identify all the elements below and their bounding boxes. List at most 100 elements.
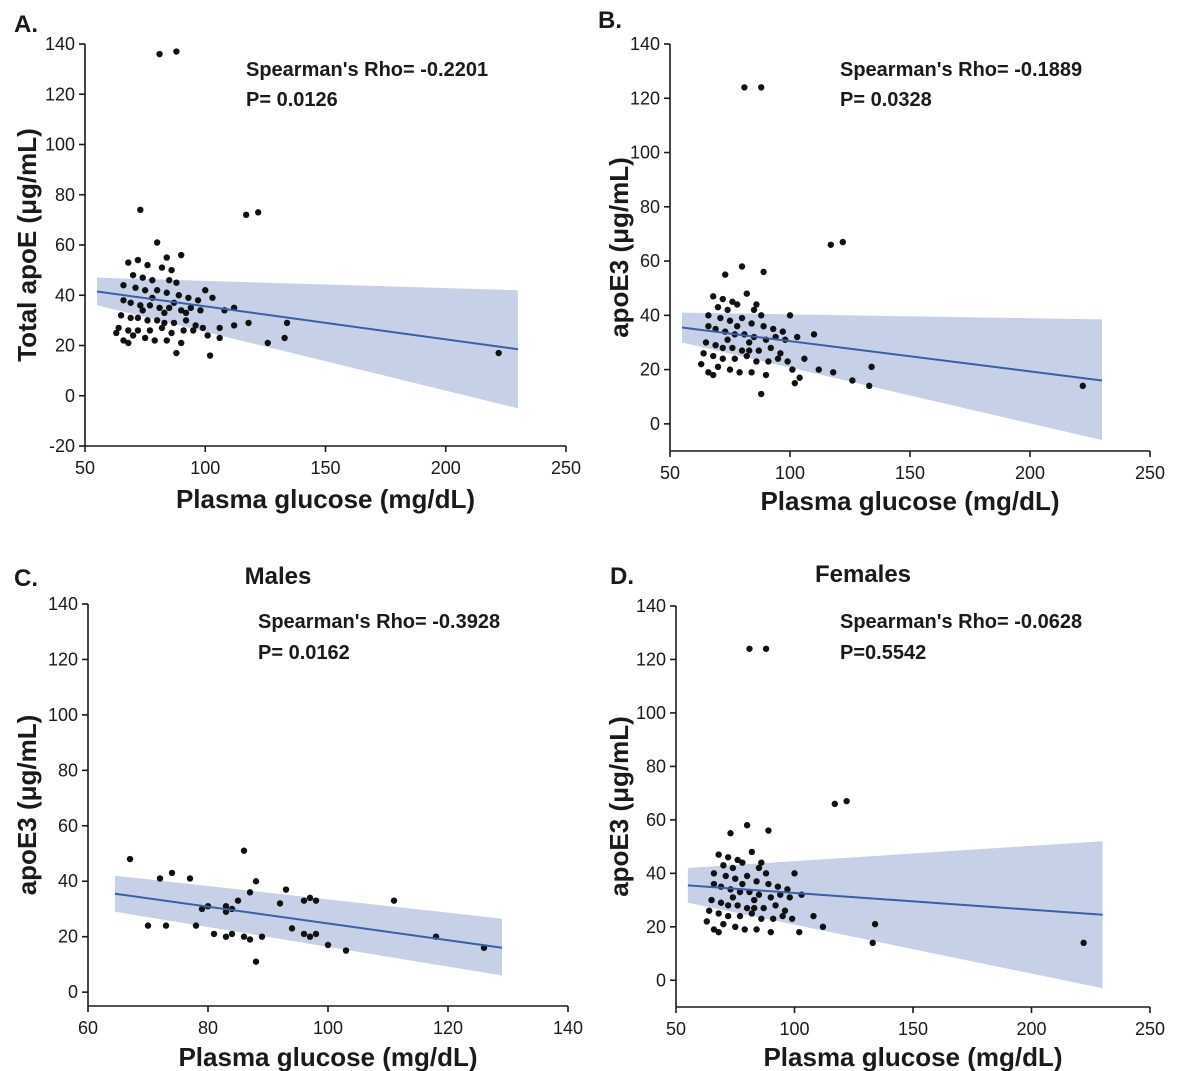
data-point (774, 355, 782, 362)
data-point (254, 209, 262, 216)
data-point (717, 899, 725, 906)
data-point (288, 925, 296, 932)
data-point (729, 298, 736, 305)
data-point (141, 334, 149, 342)
data-point (252, 878, 260, 885)
y-tick-label: 100 (45, 135, 75, 155)
x-tick-label: 50 (666, 1019, 686, 1039)
x-tick-label: 150 (310, 458, 340, 478)
y-tick-label: 100 (630, 143, 660, 163)
regression-line (681, 326, 1103, 382)
data-point (741, 926, 748, 933)
data-point (187, 304, 195, 312)
data-point (156, 50, 163, 58)
data-point (312, 930, 320, 938)
data-point (182, 317, 190, 324)
y-tick-label: -20 (49, 436, 75, 456)
data-point (839, 238, 846, 246)
panel-label: D. (610, 563, 634, 590)
chart-panel-1: -20 0 20 40 60 80 100 120 140 50 100 150 200 250 A. Spe… (12, 11, 581, 514)
data-point (714, 303, 722, 311)
data-point (120, 297, 127, 304)
y-tick-label: 60 (646, 810, 666, 830)
data-point (698, 360, 705, 368)
y-tick-label: 80 (58, 760, 78, 780)
data-point (163, 254, 170, 261)
y-tick-label: 60 (58, 816, 78, 836)
data-point (732, 875, 739, 882)
regression-line (96, 290, 519, 351)
data-point (722, 271, 729, 278)
data-point (192, 322, 199, 329)
x-axis-label: Plasma glucose (mg/dL) (178, 1042, 477, 1071)
data-point (252, 958, 260, 965)
data-point (739, 859, 746, 866)
y-tick-label: 120 (636, 649, 666, 669)
data-point (831, 800, 838, 808)
data-point (198, 905, 206, 913)
x-tick-label: 200 (1015, 463, 1045, 483)
data-point (710, 870, 718, 877)
data-point (736, 369, 743, 376)
data-point (724, 912, 732, 920)
data-point (748, 320, 755, 327)
data-point (794, 333, 801, 341)
p-value: P= 0.0328 (840, 89, 932, 111)
p-value: P= 0.0126 (246, 89, 338, 111)
data-point (242, 211, 250, 219)
data-point (300, 930, 308, 938)
data-point (703, 918, 711, 925)
data-point (161, 319, 168, 327)
data-point (736, 888, 744, 896)
data-point (132, 284, 139, 291)
x-tick-label: 100 (190, 458, 220, 478)
data-point (767, 894, 774, 901)
data-point (719, 295, 726, 303)
data-point (222, 902, 230, 910)
data-point (180, 327, 187, 334)
data-point (760, 268, 767, 276)
data-point (153, 239, 161, 246)
y-tick-label: 80 (646, 756, 666, 776)
data-point (158, 264, 166, 271)
data-point (810, 331, 818, 338)
data-point (729, 894, 737, 901)
data-point (134, 327, 142, 334)
data-point (734, 322, 741, 330)
data-point (720, 862, 727, 869)
y-axis-label: apoE3 (μg/mL) (604, 157, 634, 338)
data-point (125, 259, 132, 266)
data-point (743, 352, 750, 360)
x-tick-label: 150 (895, 463, 925, 483)
x-tick-label: 250 (1135, 463, 1165, 483)
x-tick-label: 250 (1135, 1019, 1165, 1039)
data-point (115, 324, 122, 332)
data-point (710, 926, 718, 933)
data-point (786, 894, 793, 901)
data-point (791, 870, 798, 877)
data-point (390, 897, 398, 904)
data-point (715, 928, 722, 936)
data-point (753, 358, 760, 365)
data-point (866, 382, 873, 390)
data-point (738, 314, 746, 322)
data-point (210, 930, 218, 938)
data-point (734, 301, 741, 308)
data-point (760, 904, 767, 912)
data-point (715, 910, 722, 917)
data-point (134, 256, 142, 264)
y-tick-label: 0 (650, 414, 660, 434)
data-point (789, 366, 796, 373)
data-point (1080, 939, 1087, 947)
data-point (146, 302, 154, 309)
data-point (719, 344, 726, 352)
data-point (240, 933, 248, 940)
data-point (144, 317, 151, 324)
y-axis-label: apoE3 (μg/mL) (12, 715, 42, 896)
data-point (758, 915, 765, 922)
data-point (712, 325, 719, 333)
data-point (765, 358, 772, 365)
data-point (197, 307, 204, 314)
data-point (739, 880, 746, 888)
